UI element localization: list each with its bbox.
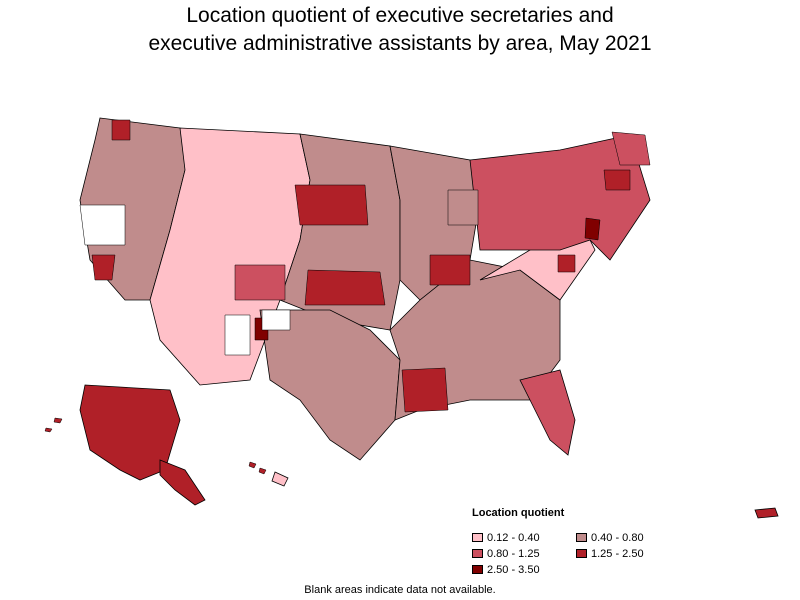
region-no-data-new-mexico <box>224 314 251 356</box>
region-hawaii-1 <box>248 461 257 469</box>
legend-swatch-2 <box>576 533 587 542</box>
map-regions <box>44 117 779 519</box>
region-northeast <box>469 134 651 261</box>
map-title-line-2: executive administrative assistants by a… <box>148 32 652 55</box>
region-aleutian-1 <box>53 417 63 424</box>
map-title: Location quotient of executive secretari… <box>0 2 800 58</box>
region-new-york-city <box>584 217 601 241</box>
legend-item-3: 0.80 - 1.25 <box>472 547 576 560</box>
region-colorado <box>234 264 286 301</box>
legend-title: Location quotient <box>472 507 565 519</box>
region-massachusetts <box>603 169 631 191</box>
region-aleutian-2 <box>44 427 53 433</box>
region-texas <box>259 309 401 461</box>
region-ohio-valley <box>429 254 471 286</box>
legend-grid: 0.12 - 0.40 0.40 - 0.80 0.80 - 1.25 1.25… <box>472 531 702 576</box>
map-title-line-1: Location quotient of executive secretari… <box>186 4 614 27</box>
legend-item-5: 2.50 - 3.50 <box>472 563 576 576</box>
legend-label-4: 1.25 - 2.50 <box>591 547 644 560</box>
legend-swatch-1 <box>472 533 483 542</box>
region-dc-area <box>557 254 576 273</box>
region-kansas <box>304 269 386 306</box>
region-florida <box>519 369 576 456</box>
legend-label-3: 0.80 - 1.25 <box>487 547 540 560</box>
legend-item-1: 0.12 - 0.40 <box>472 531 576 544</box>
region-hawaii <box>271 471 289 487</box>
region-washington-puget <box>111 119 131 141</box>
legend-item-2: 0.40 - 0.80 <box>576 531 680 544</box>
region-michigan <box>447 189 479 226</box>
legend-label-5: 2.50 - 3.50 <box>487 563 540 576</box>
region-maine <box>611 131 651 166</box>
legend-swatch-4 <box>576 549 587 558</box>
footnote: Blank areas indicate data not available. <box>304 584 496 596</box>
region-alaska-panhandle <box>159 459 206 506</box>
region-louisiana <box>401 367 449 413</box>
legend-item-4: 1.25 - 2.50 <box>576 547 680 560</box>
region-no-data-new-mexico-east <box>261 309 291 331</box>
region-no-data-north-california <box>79 204 126 246</box>
legend-swatch-3 <box>472 549 483 558</box>
legend-swatch-5 <box>472 565 483 574</box>
region-california-bay <box>91 254 116 281</box>
region-south-dakota <box>294 184 369 226</box>
legend-label-1: 0.12 - 0.40 <box>487 531 540 544</box>
region-alaska <box>79 384 181 481</box>
legend: Location quotient 0.12 - 0.40 0.40 - 0.8… <box>472 507 702 576</box>
region-hawaii-2 <box>258 467 267 475</box>
region-puerto-rico <box>754 507 779 519</box>
legend-label-2: 0.40 - 0.80 <box>591 531 644 544</box>
